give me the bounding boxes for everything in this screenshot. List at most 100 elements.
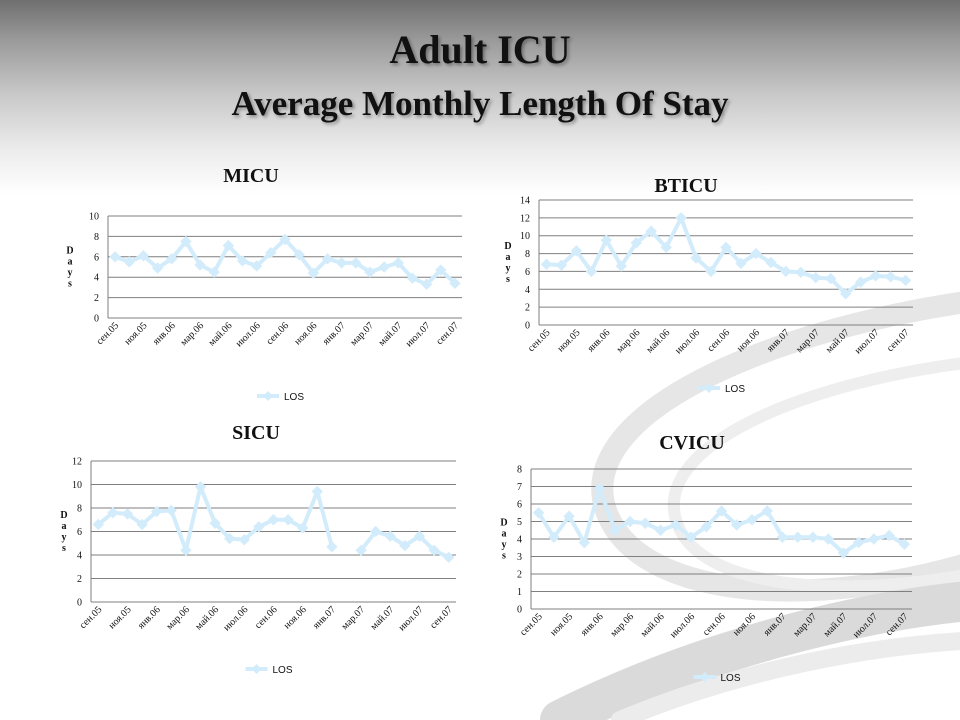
chart-title: MICU xyxy=(223,165,279,187)
data-point xyxy=(795,266,807,279)
y-tick-label: 0 xyxy=(77,598,82,609)
x-tick-label: май.07 xyxy=(824,327,852,355)
data-point xyxy=(406,272,419,284)
y-tick-label: 4 xyxy=(77,551,82,562)
y-tick-label: 12 xyxy=(72,457,82,468)
data-point xyxy=(780,265,792,278)
y-tick-label: 4 xyxy=(525,285,530,296)
series-line-los xyxy=(536,486,907,555)
data-point xyxy=(807,531,819,543)
legend-marker xyxy=(263,391,273,401)
data-point xyxy=(884,271,897,283)
legend-label: LOS xyxy=(284,392,304,403)
chart-title: BTICU xyxy=(654,175,717,197)
data-point xyxy=(869,270,882,282)
data-point xyxy=(194,259,206,271)
x-tick-label: мар.07 xyxy=(794,327,822,355)
chart-title: SICU xyxy=(232,422,280,444)
data-point xyxy=(282,514,294,526)
y-tick-label: 5 xyxy=(517,517,522,528)
data-point xyxy=(563,510,575,522)
data-point xyxy=(578,536,591,549)
data-point xyxy=(107,506,119,519)
y-tick-label: 4 xyxy=(517,535,522,546)
y-tick-label: 0 xyxy=(525,321,530,332)
x-tick-label: янв.06 xyxy=(151,320,178,347)
x-tick-label: май.07 xyxy=(368,604,396,632)
x-tick-label: янв.07 xyxy=(765,327,792,354)
legend-marker xyxy=(699,672,710,682)
data-point xyxy=(639,517,652,529)
y-tick-label: 0 xyxy=(517,605,522,616)
data-point xyxy=(715,505,728,517)
data-point xyxy=(898,538,911,550)
x-tick-label: сен.06 xyxy=(701,611,728,638)
legend-label: LOS xyxy=(725,384,745,395)
data-point xyxy=(837,547,850,559)
x-tick-label: ноя.05 xyxy=(555,327,582,354)
data-point xyxy=(839,288,852,300)
x-tick-label: мар.07 xyxy=(791,611,819,639)
data-point xyxy=(194,481,207,493)
data-point xyxy=(630,237,642,249)
data-point xyxy=(384,530,397,542)
data-point xyxy=(109,251,121,263)
x-tick-label: мар.07 xyxy=(348,320,376,348)
y-tick-label: 12 xyxy=(520,213,530,224)
legend-marker xyxy=(251,664,262,674)
data-point xyxy=(413,530,426,542)
x-tick-label: май.06 xyxy=(639,611,667,639)
data-point xyxy=(825,272,837,285)
y-tick-label: 6 xyxy=(517,500,522,511)
y-tick-label: 2 xyxy=(525,303,530,314)
data-point xyxy=(776,531,789,543)
data-point xyxy=(750,247,762,260)
y-tick-label: 2 xyxy=(517,570,522,581)
data-point xyxy=(293,249,305,261)
x-tick-label: ноя.05 xyxy=(122,320,149,347)
data-point xyxy=(624,515,636,528)
x-tick-label: июл.06 xyxy=(221,604,250,633)
data-point xyxy=(399,539,411,552)
data-point xyxy=(570,245,583,257)
data-point xyxy=(250,260,263,272)
data-point xyxy=(166,253,178,265)
data-point xyxy=(180,544,192,557)
data-point xyxy=(540,258,553,270)
data-point xyxy=(854,276,867,288)
data-point xyxy=(279,233,291,246)
y-tick-label: 6 xyxy=(77,527,82,538)
data-point xyxy=(238,534,251,546)
data-point xyxy=(350,257,362,269)
data-point xyxy=(868,533,880,545)
x-tick-label: май.07 xyxy=(822,611,850,639)
data-point xyxy=(585,265,598,278)
x-tick-label: сен.06 xyxy=(253,604,280,631)
x-tick-label: июл.07 xyxy=(397,604,426,633)
data-point xyxy=(685,531,697,543)
data-point xyxy=(420,278,433,291)
data-point xyxy=(137,250,150,262)
data-point xyxy=(265,247,277,259)
data-point xyxy=(222,239,235,252)
data-point xyxy=(675,212,687,224)
y-tick-label: 10 xyxy=(72,480,82,491)
slide-subtitle: Average Monthly Length Of Stay xyxy=(231,84,729,123)
data-point xyxy=(253,521,265,533)
data-point xyxy=(705,265,717,278)
x-tick-label: янв.06 xyxy=(136,604,163,631)
data-point xyxy=(852,536,865,549)
y-tick-label: 8 xyxy=(517,465,522,476)
data-point xyxy=(267,514,280,526)
x-tick-label: сен.07 xyxy=(434,320,461,347)
x-tick-label: ноя.06 xyxy=(292,320,319,347)
legend-label: LOS xyxy=(721,673,741,684)
y-tick-label: 14 xyxy=(520,196,530,207)
x-tick-label: янв.07 xyxy=(311,604,338,631)
x-tick-label: сен.06 xyxy=(705,327,732,354)
data-point xyxy=(532,507,545,519)
